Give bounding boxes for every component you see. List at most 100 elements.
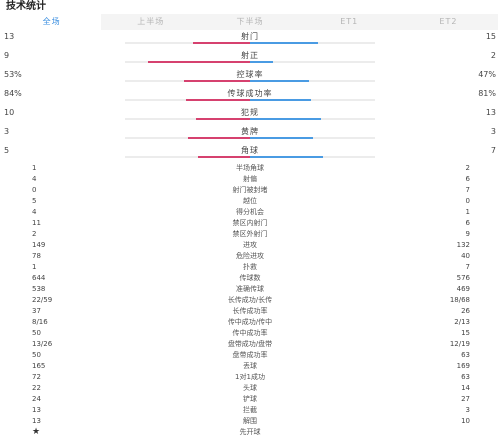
away-bar — [250, 156, 323, 158]
tab-full-match[interactable]: 全场 — [2, 14, 102, 30]
stat-label: 危险进攻 — [236, 252, 264, 260]
detail-stat-row: 8/16 传中成功/传中 2/13 — [0, 317, 500, 328]
stat-label: 拦截 — [243, 406, 257, 414]
tab-first-half[interactable]: 上半场 — [137, 17, 165, 26]
stat-label: 1对1成功 — [235, 373, 265, 381]
main-stat-row: 53% 控球率 47% — [0, 69, 500, 88]
home-value: 1 — [32, 164, 37, 172]
away-value: 6 — [465, 219, 470, 227]
away-value: 0 — [465, 197, 470, 205]
away-bar — [250, 137, 313, 139]
away-bar — [250, 118, 322, 120]
stat-label: 解围 — [243, 417, 257, 425]
stat-label: 传球成功率 — [227, 89, 273, 98]
away-value: 3 — [490, 127, 496, 136]
detail-stat-row: 0 射门被封堵 7 — [0, 185, 500, 196]
detail-stat-row: 5 越位 0 — [0, 196, 500, 207]
stat-label: 盘带成功/盘带 — [227, 340, 273, 348]
stat-label: 丢球 — [243, 362, 257, 370]
home-value: 4 — [32, 208, 37, 216]
stat-label: 铲球 — [243, 395, 257, 403]
main-stat-row: 10 犯规 13 — [0, 107, 500, 126]
detail-stat-row: 1 半场角球 2 — [0, 163, 500, 174]
home-bar — [147, 61, 250, 63]
detail-stat-row: 78 危险进攻 40 — [0, 251, 500, 262]
home-value: 5 — [32, 197, 37, 205]
home-bar — [196, 118, 250, 120]
home-value: 10 — [4, 108, 15, 117]
stat-label: 射门被封堵 — [232, 186, 268, 194]
stat-label: 传中成功/传中 — [227, 318, 273, 326]
detail-stat-row: 13/26 盘带成功/盘带 12/19 — [0, 339, 500, 350]
away-bar-track — [250, 156, 375, 158]
away-value: 12/19 — [449, 340, 470, 348]
stat-label: 射正 — [241, 51, 259, 60]
stat-label: 角球 — [241, 146, 259, 155]
home-bar — [183, 80, 250, 82]
detail-stat-row: 13 解围 10 — [0, 416, 500, 427]
main-stat-row: 9 射正 2 — [0, 50, 500, 69]
away-value: 3 — [465, 406, 470, 414]
detail-stat-row: 22 头球 14 — [0, 383, 500, 394]
home-bar — [186, 99, 250, 101]
detail-stat-row: 13 拦截 3 — [0, 405, 500, 416]
away-value: 10 — [461, 417, 470, 425]
home-bar-track — [125, 137, 250, 139]
home-bar-track — [125, 156, 250, 158]
home-value: 9 — [4, 51, 10, 60]
away-bar-track — [250, 99, 375, 101]
detail-stat-row: 24 铲球 27 — [0, 394, 500, 405]
home-value: 2 — [32, 230, 37, 238]
away-value: 2 — [490, 51, 496, 60]
home-value: 0 — [32, 186, 37, 194]
away-value: 169 — [456, 362, 470, 370]
away-bar — [250, 42, 318, 44]
home-value: 13 — [32, 406, 41, 414]
detail-stat-row: 165 丢球 169 — [0, 361, 500, 372]
away-bar — [250, 80, 309, 82]
detail-stat-row: 1 扑救 7 — [0, 262, 500, 273]
home-value: 644 — [32, 274, 46, 282]
period-tabs: 全场 上半场 下半场 ET1 ET2 — [2, 14, 498, 30]
detail-stat-row: 538 准确传球 469 — [0, 284, 500, 295]
stat-label: 传球数 — [239, 274, 261, 282]
stat-label: 禁区外射门 — [232, 230, 268, 238]
detail-stat-row: 37 长传成功率 26 — [0, 306, 500, 317]
stat-label: 长传成功/长传 — [227, 296, 273, 304]
away-value: 40 — [461, 252, 470, 260]
away-value: 469 — [456, 285, 470, 293]
away-value: 1 — [465, 208, 470, 216]
away-value: 47% — [478, 70, 496, 79]
away-value: 6 — [465, 175, 470, 183]
home-value: 22 — [32, 384, 41, 392]
home-value: 13 — [4, 32, 15, 41]
home-value: 4 — [32, 175, 37, 183]
away-bar — [250, 61, 273, 63]
home-bar-track — [125, 80, 250, 82]
away-bar-track — [250, 80, 375, 82]
home-value: 5 — [4, 146, 10, 155]
detail-stat-row: 644 传球数 576 — [0, 273, 500, 284]
stat-label: 射偏 — [243, 175, 257, 183]
home-value: 13 — [32, 417, 41, 425]
home-value: 13/26 — [32, 340, 53, 348]
stat-label: 扑救 — [243, 263, 257, 271]
away-value: 13 — [485, 108, 496, 117]
home-bar-track — [125, 61, 250, 63]
stat-label: 传中成功率 — [232, 329, 268, 337]
tab-second-half[interactable]: 下半场 — [236, 17, 264, 26]
home-value: 11 — [32, 219, 41, 227]
home-value: 149 — [32, 241, 46, 249]
home-bar-track — [125, 99, 250, 101]
detail-stat-row: 72 1对1成功 63 — [0, 372, 500, 383]
away-value: 15 — [485, 32, 496, 41]
tab-et1[interactable]: ET1 — [340, 17, 359, 26]
home-bar — [192, 42, 250, 44]
home-bar-track — [125, 118, 250, 120]
stat-label: 禁区内射门 — [232, 219, 268, 227]
away-value: 7 — [465, 263, 470, 271]
tab-et2[interactable]: ET2 — [439, 17, 458, 26]
away-value: 15 — [461, 329, 470, 337]
away-value: 63 — [461, 373, 470, 381]
home-value: 165 — [32, 362, 46, 370]
